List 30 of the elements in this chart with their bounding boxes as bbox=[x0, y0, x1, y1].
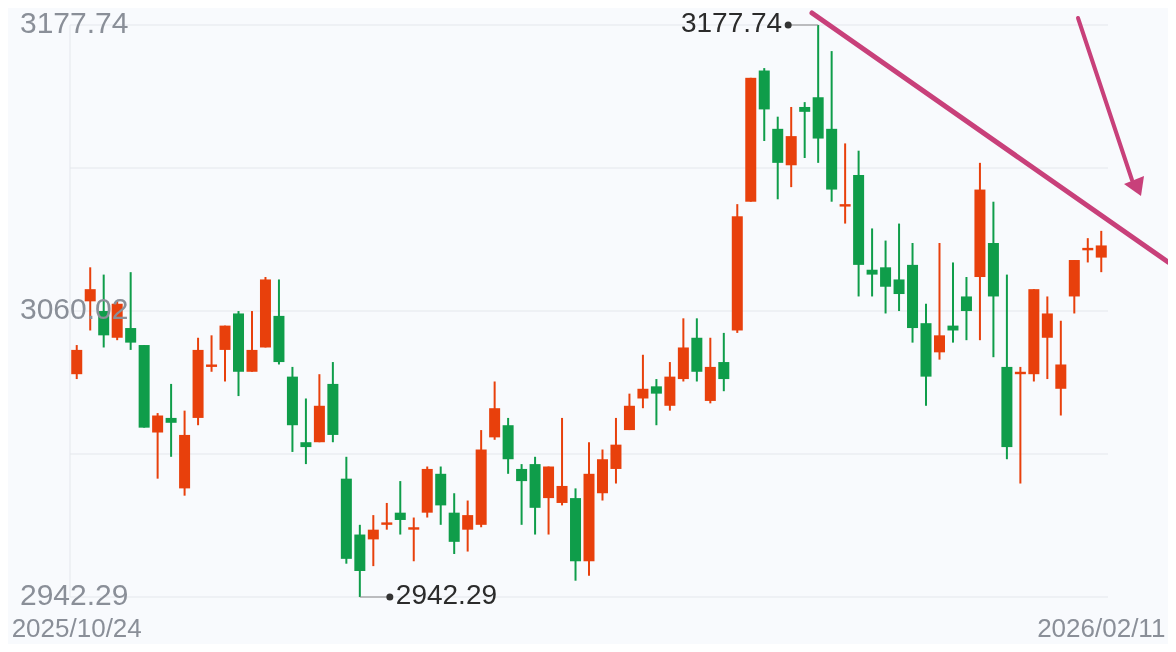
x-tick-label: 2025/10/24 bbox=[11, 612, 142, 643]
candlestick bbox=[637, 353, 649, 410]
candlestick bbox=[408, 516, 420, 563]
y-tick-label: 3177.74 bbox=[20, 5, 129, 39]
candlestick bbox=[462, 499, 474, 553]
candlestick bbox=[206, 334, 218, 373]
y-tick-label: 2942.29 bbox=[20, 577, 129, 611]
candlestick bbox=[933, 242, 945, 361]
candlestick bbox=[394, 480, 406, 536]
candlestick bbox=[718, 331, 730, 393]
candlestick bbox=[165, 382, 177, 458]
candlestick bbox=[893, 222, 905, 313]
candlestick bbox=[152, 412, 164, 480]
candlestick bbox=[367, 514, 379, 568]
candlestick bbox=[960, 276, 972, 342]
candlestick bbox=[125, 271, 137, 351]
annotation: 2942.29 bbox=[395, 579, 498, 611]
candlestick bbox=[799, 101, 811, 159]
annotation: 3177.74 bbox=[680, 7, 783, 39]
candlestick bbox=[839, 142, 851, 225]
candlestick bbox=[1095, 229, 1107, 274]
candlestick bbox=[246, 310, 258, 373]
candlestick bbox=[516, 463, 528, 526]
candlestick bbox=[300, 397, 312, 466]
candlestick bbox=[880, 239, 892, 315]
candlestick bbox=[556, 416, 568, 507]
candlestick bbox=[650, 378, 662, 427]
candlestick bbox=[381, 501, 393, 531]
x-tick-label: 2026/02/11 bbox=[1037, 612, 1166, 643]
candlestick bbox=[866, 227, 878, 298]
